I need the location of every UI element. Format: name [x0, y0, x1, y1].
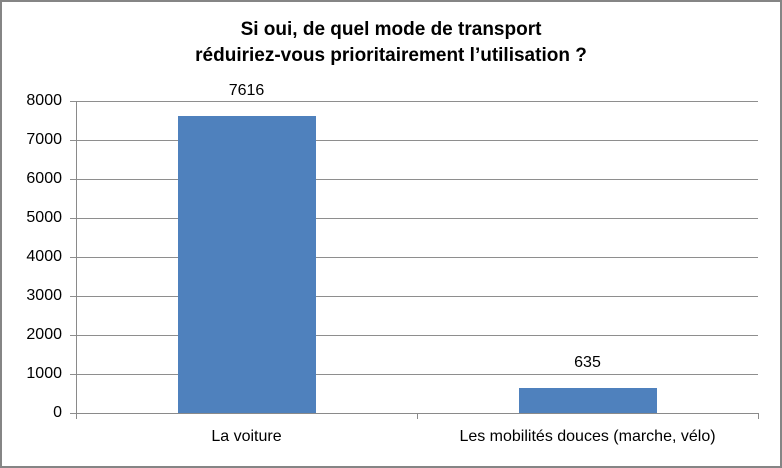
gridline — [76, 218, 758, 219]
y-axis-tick-label: 2000 — [26, 326, 62, 343]
y-axis-tick — [70, 140, 76, 141]
y-axis-tick-label: 0 — [53, 404, 62, 421]
bar — [177, 116, 316, 413]
y-axis-tick — [70, 374, 76, 375]
gridline — [76, 101, 758, 102]
gridline — [76, 140, 758, 141]
y-axis-tick — [70, 257, 76, 258]
y-axis-tick-label: 3000 — [26, 287, 62, 304]
gridline — [76, 374, 758, 375]
y-axis-tick — [70, 335, 76, 336]
bar-value-label: 7616 — [228, 82, 265, 99]
y-axis-tick-label: 6000 — [26, 170, 62, 187]
y-axis-tick — [70, 296, 76, 297]
y-axis-line — [76, 101, 77, 413]
x-axis-tick — [76, 413, 77, 419]
chart-title-line-2: réduiriez-vous prioritairement l’utilisa… — [195, 45, 587, 66]
x-axis-tick — [417, 413, 418, 419]
y-axis-tick-label: 8000 — [26, 92, 62, 109]
bar — [518, 388, 657, 413]
gridline — [76, 296, 758, 297]
y-axis-tick — [70, 218, 76, 219]
chart-title-line-1: Si oui, de quel mode de transport — [240, 19, 542, 40]
gridline — [76, 335, 758, 336]
gridline — [76, 179, 758, 180]
y-axis-tick-label: 5000 — [26, 209, 62, 226]
bar-value-label: 635 — [574, 354, 601, 371]
y-axis-tick-label: 1000 — [26, 365, 62, 382]
y-axis-tick — [70, 413, 76, 414]
chart-title: Si oui, de quel mode de transport réduir… — [2, 17, 780, 69]
y-axis-tick — [70, 101, 76, 102]
x-axis-tick — [758, 413, 759, 419]
category-label: La voiture — [211, 428, 282, 445]
y-axis-tick — [70, 179, 76, 180]
category-label: Les mobilités douces (marche, vélo) — [459, 428, 716, 445]
y-axis-tick-label: 7000 — [26, 131, 62, 148]
y-axis-tick-label: 4000 — [26, 248, 62, 265]
gridline — [76, 257, 758, 258]
